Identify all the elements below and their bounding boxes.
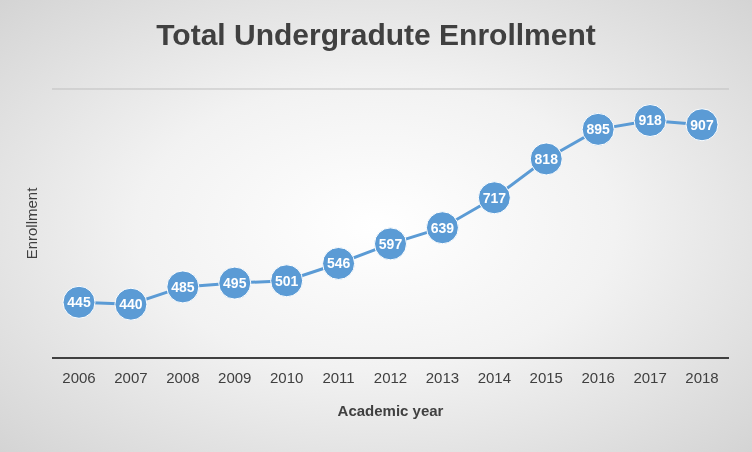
html-text:Total Undergradute Enrollment: Total Undergradute Enrollment	[156, 18, 596, 51]
svg-text:2018: 2018	[685, 369, 718, 386]
svg-text:907: 907	[690, 117, 714, 133]
svg-text:2007: 2007	[114, 369, 147, 386]
svg-text:445: 445	[67, 294, 91, 310]
svg-text:895: 895	[586, 121, 610, 137]
svg-text:2006: 2006	[62, 369, 95, 386]
svg-text:495: 495	[223, 275, 247, 291]
svg-text:2009: 2009	[218, 369, 251, 386]
svg-text:546: 546	[327, 255, 351, 271]
svg-text:597: 597	[379, 236, 403, 252]
svg-text:2008: 2008	[166, 369, 199, 386]
svg-text:501: 501	[275, 273, 299, 289]
svg-text:440: 440	[119, 296, 143, 312]
svg-text:485: 485	[171, 279, 195, 295]
svg-text:2016: 2016	[581, 369, 614, 386]
svg-text:2012: 2012	[374, 369, 407, 386]
svg-text:2010: 2010	[270, 369, 303, 386]
svg-text:2015: 2015	[530, 369, 563, 386]
svg-text:Enrollment: Enrollment	[23, 187, 40, 260]
svg-text:2017: 2017	[633, 369, 666, 386]
svg-text:2014: 2014	[478, 369, 511, 386]
svg-text:639: 639	[431, 220, 455, 236]
svg-text:Academic year: Academic year	[338, 402, 444, 419]
svg-text:2013: 2013	[426, 369, 459, 386]
svg-text:717: 717	[483, 190, 507, 206]
svg-text:918: 918	[638, 112, 662, 128]
svg-text:818: 818	[535, 151, 559, 167]
svg-text:2011: 2011	[322, 369, 354, 386]
